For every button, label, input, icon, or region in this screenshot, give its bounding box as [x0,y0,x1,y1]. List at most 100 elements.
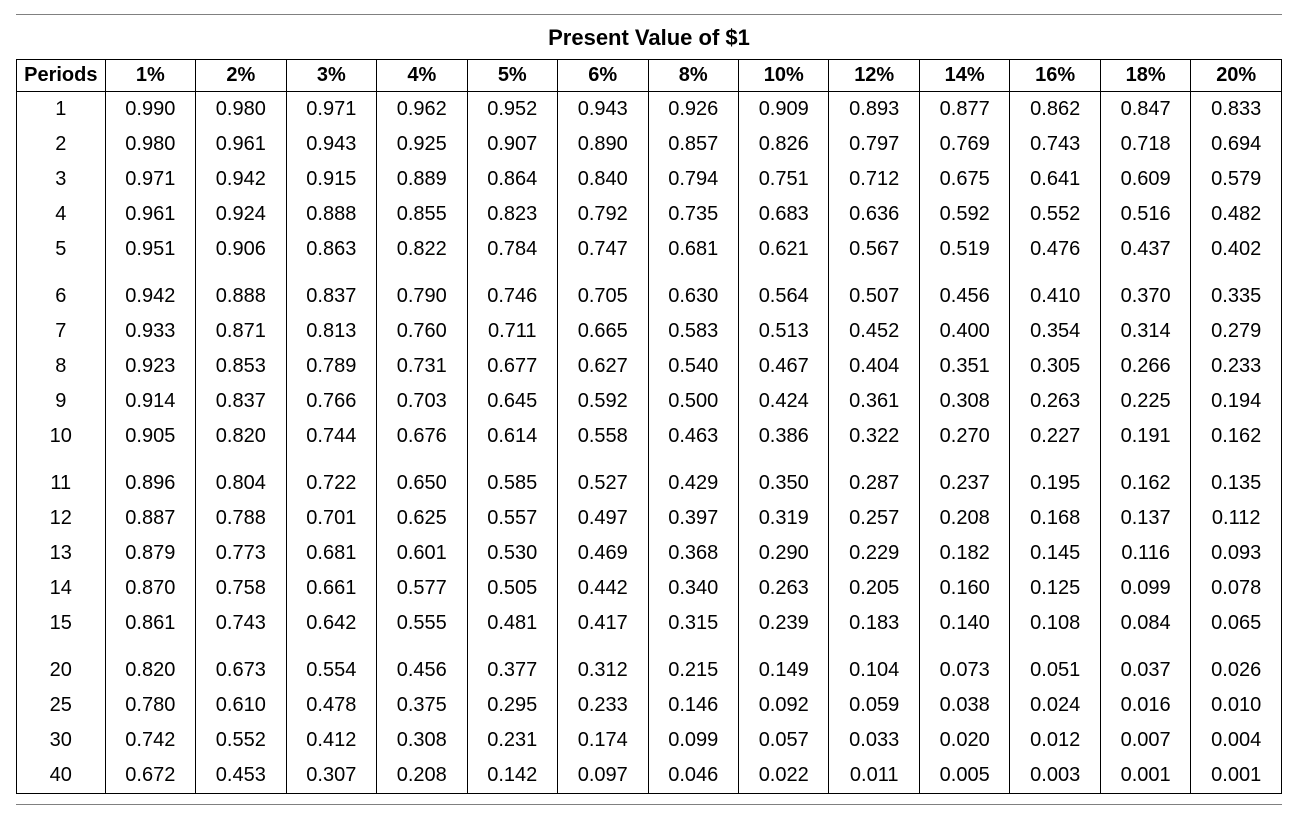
value-cell: 0.263 [738,571,828,606]
value-cell: 0.229 [829,536,919,571]
table-row: 110.8960.8040.7220.6500.5850.5270.4290.3… [17,466,1282,501]
value-cell: 0.784 [467,232,557,267]
value-cell: 0.322 [829,419,919,454]
spacer-cell [829,641,919,653]
value-cell: 0.905 [105,419,195,454]
value-cell: 0.335 [1191,279,1282,314]
value-cell: 0.146 [648,688,738,723]
value-cell: 0.442 [558,571,648,606]
value-cell: 0.863 [286,232,376,267]
spacer-cell [1010,454,1100,466]
value-cell: 0.915 [286,162,376,197]
value-cell: 0.361 [829,384,919,419]
value-cell: 0.820 [196,419,286,454]
table-row: 140.8700.7580.6610.5770.5050.4420.3400.2… [17,571,1282,606]
value-cell: 0.962 [377,92,467,128]
value-cell: 0.961 [196,127,286,162]
value-cell: 0.354 [1010,314,1100,349]
spacer-cell [1100,641,1190,653]
value-cell: 0.239 [738,606,828,641]
value-cell: 0.887 [105,501,195,536]
spacer-cell [196,267,286,279]
value-cell: 0.564 [738,279,828,314]
value-cell: 0.057 [738,723,828,758]
value-cell: 0.194 [1191,384,1282,419]
table-container: Present Value of $1 Periods 1% 2% 3% 4% … [16,14,1282,805]
value-cell: 0.896 [105,466,195,501]
value-cell: 0.290 [738,536,828,571]
value-cell: 0.540 [648,349,738,384]
value-cell: 0.971 [286,92,376,128]
value-cell: 0.558 [558,419,648,454]
value-cell: 0.583 [648,314,738,349]
value-cell: 0.870 [105,571,195,606]
value-cell: 0.116 [1100,536,1190,571]
value-cell: 0.636 [829,197,919,232]
spacer-cell [17,267,106,279]
value-cell: 0.145 [1010,536,1100,571]
value-cell: 0.980 [105,127,195,162]
spacer-cell [919,267,1009,279]
value-cell: 0.673 [196,653,286,688]
value-cell: 0.402 [1191,232,1282,267]
period-cell: 15 [17,606,106,641]
table-row: 400.6720.4530.3070.2080.1420.0970.0460.0… [17,758,1282,794]
value-cell: 0.661 [286,571,376,606]
spacer-cell [558,267,648,279]
value-cell: 0.125 [1010,571,1100,606]
value-cell: 0.625 [377,501,467,536]
value-cell: 0.481 [467,606,557,641]
spacer-cell [829,454,919,466]
value-cell: 0.751 [738,162,828,197]
spacer-row [17,267,1282,279]
value-cell: 0.711 [467,314,557,349]
value-cell: 0.314 [1100,314,1190,349]
value-cell: 0.837 [286,279,376,314]
value-cell: 0.722 [286,466,376,501]
value-cell: 0.610 [196,688,286,723]
value-cell: 0.233 [558,688,648,723]
value-cell: 0.516 [1100,197,1190,232]
period-cell: 8 [17,349,106,384]
header-cell: 2% [196,60,286,92]
header-cell: 18% [1100,60,1190,92]
value-cell: 0.694 [1191,127,1282,162]
header-cell: 20% [1191,60,1282,92]
table-row: 130.8790.7730.6810.6010.5300.4690.3680.2… [17,536,1282,571]
value-cell: 0.888 [196,279,286,314]
value-cell: 0.744 [286,419,376,454]
spacer-cell [105,454,195,466]
value-cell: 0.743 [196,606,286,641]
table-row: 70.9330.8710.8130.7600.7110.6650.5830.51… [17,314,1282,349]
period-cell: 2 [17,127,106,162]
spacer-cell [17,454,106,466]
value-cell: 0.705 [558,279,648,314]
value-cell: 0.683 [738,197,828,232]
spacer-cell [1191,267,1282,279]
value-cell: 0.404 [829,349,919,384]
value-cell: 0.980 [196,92,286,128]
table-row: 40.9610.9240.8880.8550.8230.7920.7350.68… [17,197,1282,232]
value-cell: 0.592 [558,384,648,419]
value-cell: 0.497 [558,501,648,536]
value-cell: 0.168 [1010,501,1100,536]
spacer-cell [738,267,828,279]
table-row: 120.8870.7880.7010.6250.5570.4970.3970.3… [17,501,1282,536]
value-cell: 0.627 [558,349,648,384]
period-cell: 5 [17,232,106,267]
value-cell: 0.790 [377,279,467,314]
header-row: Periods 1% 2% 3% 4% 5% 6% 8% 10% 12% 14%… [17,60,1282,92]
spacer-cell [648,267,738,279]
value-cell: 0.452 [829,314,919,349]
table-body: 10.9900.9800.9710.9620.9520.9430.9260.90… [17,92,1282,794]
value-cell: 0.011 [829,758,919,794]
period-cell: 30 [17,723,106,758]
value-cell: 0.665 [558,314,648,349]
value-cell: 0.429 [648,466,738,501]
spacer-cell [286,267,376,279]
table-row: 300.7420.5520.4120.3080.2310.1740.0990.0… [17,723,1282,758]
value-cell: 0.386 [738,419,828,454]
value-cell: 0.907 [467,127,557,162]
value-cell: 0.507 [829,279,919,314]
value-cell: 0.279 [1191,314,1282,349]
